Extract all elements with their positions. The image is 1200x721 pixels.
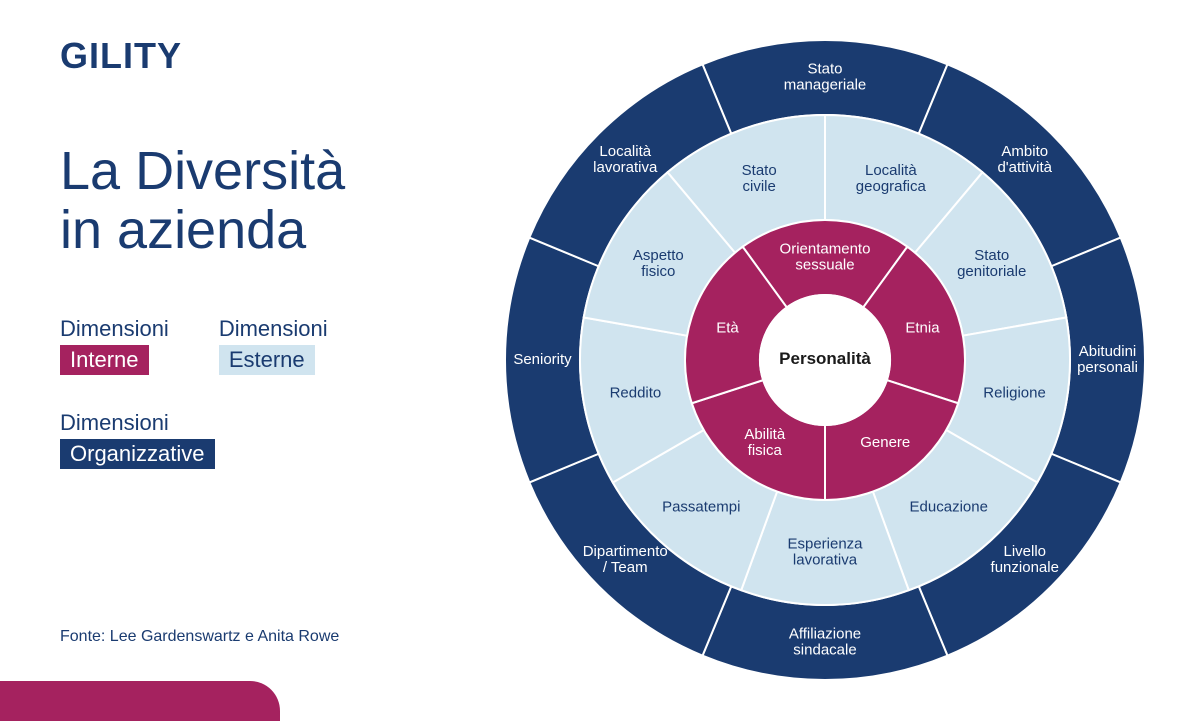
svg-text:Statocivile: Statocivile xyxy=(742,162,777,195)
svg-text:Età: Età xyxy=(716,319,739,336)
legend-label: Esterne xyxy=(219,345,315,375)
svg-text:Educazione: Educazione xyxy=(910,498,988,515)
legend: DimensioniInterneDimensioniEsterneDimens… xyxy=(60,316,540,469)
title-line-1: La Diversità xyxy=(60,141,345,201)
title-line-2: in azienda xyxy=(60,200,306,260)
svg-text:Passatempi: Passatempi xyxy=(662,498,740,515)
accent-bar xyxy=(0,681,280,721)
svg-text:Reddito: Reddito xyxy=(610,384,662,401)
svg-text:Genere: Genere xyxy=(860,434,910,451)
legend-label: Interne xyxy=(60,345,149,375)
svg-text:Abilitàfisica: Abilitàfisica xyxy=(744,426,786,459)
svg-text:Localitàlavorativa: Localitàlavorativa xyxy=(593,143,658,176)
legend-label: Organizzative xyxy=(60,439,215,469)
diversity-wheel: StatomanagerialeAmbitod'attivitàAbitudin… xyxy=(495,30,1155,690)
legend-item-0: Dimensioni Interne xyxy=(60,316,169,375)
legend-category-word: Dimensioni xyxy=(60,316,169,342)
legend-category-word: Dimensioni xyxy=(60,410,260,436)
svg-text:Religione: Religione xyxy=(983,384,1046,401)
legend-item-1: Dimensioni Esterne xyxy=(219,316,328,375)
page-title: La Diversità in azienda xyxy=(60,142,540,261)
svg-text:Ambitod'attività: Ambitod'attività xyxy=(997,143,1052,176)
svg-text:Seniority: Seniority xyxy=(513,351,572,368)
svg-text:Etnia: Etnia xyxy=(905,319,940,336)
svg-text:Localitàgeografica: Localitàgeografica xyxy=(856,162,927,195)
source-credit: Fonte: Lee Gardenswartz e Anita Rowe xyxy=(60,628,339,646)
svg-text:Esperienzalavorativa: Esperienzalavorativa xyxy=(787,535,863,568)
svg-text:Abitudinipersonali: Abitudinipersonali xyxy=(1077,343,1138,376)
legend-category-word: Dimensioni xyxy=(219,316,328,342)
svg-text:Affiliazionesindacale: Affiliazionesindacale xyxy=(789,625,861,658)
legend-item-2: Dimensioni Organizzative xyxy=(60,410,260,469)
brand-logo: GILITY xyxy=(60,35,540,77)
svg-text:Personalità: Personalità xyxy=(779,349,871,368)
